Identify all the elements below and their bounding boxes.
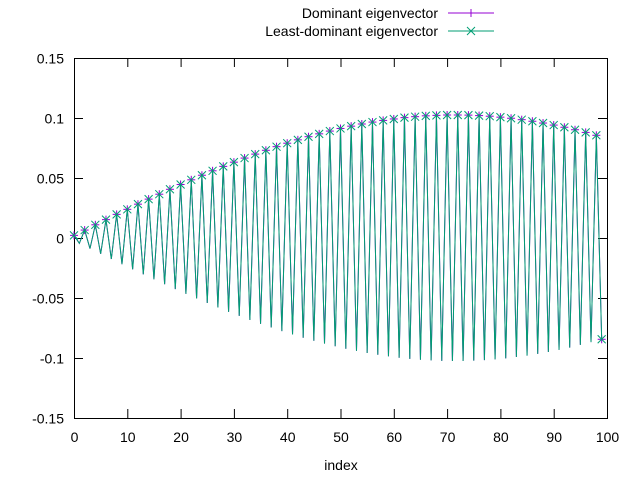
data-point (101, 215, 111, 224)
x-tick-label: 100 (596, 429, 620, 445)
data-point (506, 113, 516, 123)
x-tick-label: 60 (387, 429, 403, 445)
data-point (570, 125, 580, 135)
data-point (368, 117, 377, 127)
data-point (250, 149, 260, 159)
legend-item: Least-dominant eigenvector (265, 23, 494, 39)
data-point (442, 110, 452, 120)
data-point (528, 116, 537, 126)
data-point (186, 175, 196, 185)
x-tick-label: 10 (120, 429, 136, 445)
legend-item: Dominant eigenvector (302, 5, 494, 21)
data-point (80, 225, 90, 235)
data-point (69, 231, 79, 240)
legend: Dominant eigenvector Least-dominant eigen… (265, 5, 494, 39)
data-point (90, 220, 100, 230)
data-point (197, 170, 207, 180)
y-tick-label: 0.05 (37, 171, 64, 187)
x-tick-label: 50 (333, 429, 349, 445)
axis-ticks (74, 58, 608, 419)
data-point (485, 111, 495, 121)
legend-marker (466, 26, 476, 36)
data-point (474, 111, 484, 120)
y-tick-label: -0.05 (32, 291, 64, 307)
data-point (325, 126, 335, 136)
y-tick-label: -0.15 (32, 411, 64, 427)
data-point (389, 114, 399, 124)
data-point (410, 112, 420, 122)
data-point (133, 199, 143, 209)
data-point (229, 157, 239, 167)
data-point (581, 128, 591, 137)
data-point (293, 135, 303, 145)
data-point (304, 132, 313, 142)
x-tick-label: 0 (71, 429, 79, 445)
data-point (176, 180, 185, 189)
x-tick-label: 30 (227, 429, 243, 445)
data-point (336, 124, 345, 133)
data-point (154, 189, 164, 199)
data-point (112, 210, 121, 219)
data-point (517, 115, 527, 125)
y-tick-label: 0.1 (45, 111, 65, 127)
data-point (538, 118, 548, 128)
data-point (496, 112, 505, 122)
data-point (597, 334, 607, 344)
x-tick-label: 20 (173, 429, 189, 445)
y-tick-label: 0 (56, 231, 64, 247)
data-point (378, 116, 388, 125)
legend-label: Dominant eigenvector (302, 5, 439, 21)
x-tick-label: 40 (280, 429, 296, 445)
data-point (261, 145, 271, 155)
data-point (560, 122, 569, 132)
x-axis-label: index (324, 457, 357, 473)
series-line (73, 114, 603, 362)
y-tick-label: 0.15 (37, 51, 64, 67)
data-point (208, 166, 217, 176)
legend-label: Least-dominant eigenvector (265, 23, 438, 39)
plot-frame (74, 58, 608, 419)
data-point (453, 110, 463, 120)
data-point (421, 111, 431, 121)
series-least-dominant (69, 110, 607, 362)
data-point (357, 119, 367, 129)
data-point (591, 130, 601, 140)
data-point (400, 113, 409, 122)
data-point (272, 142, 281, 152)
data-point (346, 121, 356, 131)
y-tick-label: -0.1 (40, 351, 64, 367)
data-point (314, 129, 324, 139)
data-point (432, 111, 441, 120)
legend-marker (467, 9, 475, 17)
data-point (282, 138, 292, 148)
data-point (122, 204, 132, 214)
data-point (549, 120, 559, 130)
x-tick-label: 80 (493, 429, 509, 445)
x-tick-label: 70 (440, 429, 456, 445)
series-layer (69, 110, 607, 362)
data-point (464, 110, 473, 120)
data-point (218, 162, 228, 171)
x-tick-label: 90 (546, 429, 562, 445)
data-point (240, 153, 249, 163)
data-point (144, 194, 153, 204)
data-point (165, 184, 175, 194)
tick-labels: 0 10 20 30 40 50 60 70 80 90 100 -0.15 -0.1 -0.05 0 0.0… (32, 51, 619, 446)
